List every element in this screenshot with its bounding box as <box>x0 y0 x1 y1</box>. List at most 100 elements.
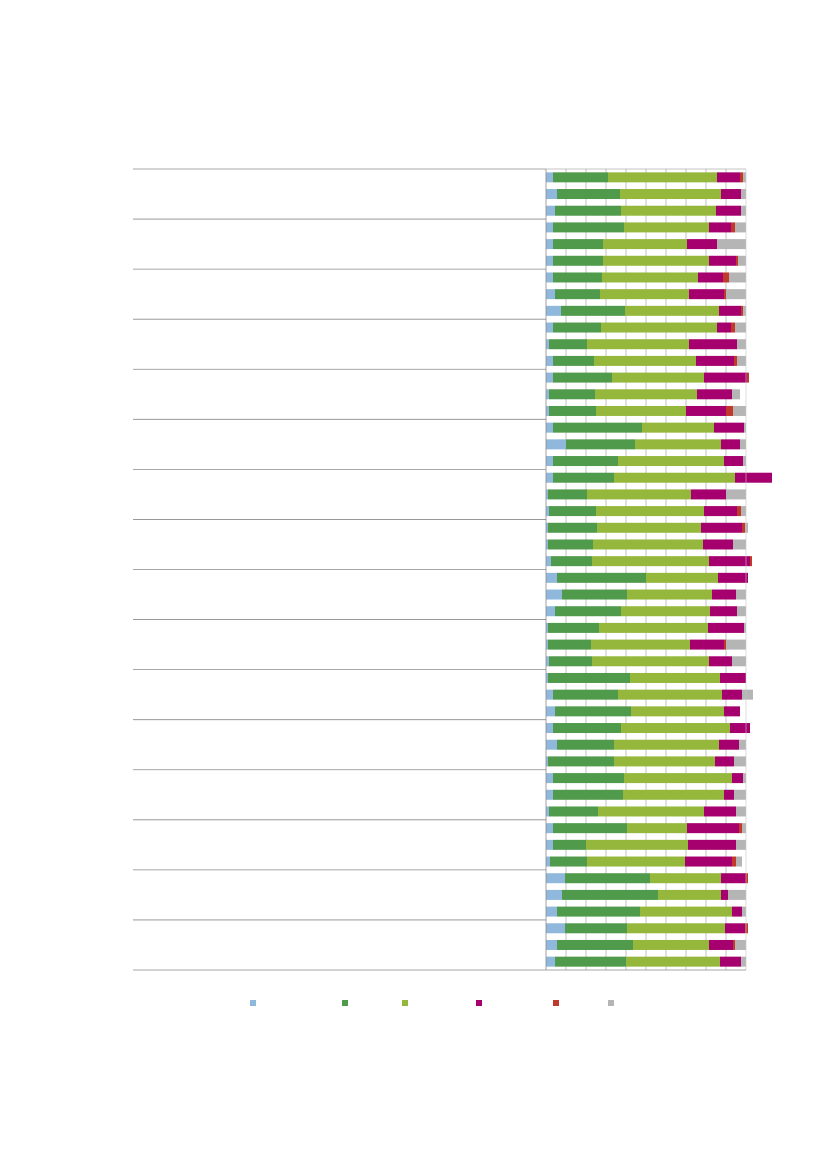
bar-row-29-segment-6 <box>726 639 746 650</box>
bar-row-36-segment-1 <box>546 756 548 767</box>
bar-row-7-segment-1 <box>546 272 553 283</box>
bar-row-9-segment-4 <box>719 305 741 316</box>
bar-row-15-segment-4 <box>686 405 726 416</box>
bar-row-8-segment-6 <box>726 289 746 300</box>
bar-row-24-segment-4 <box>709 556 750 567</box>
bar-row-21-segment-2 <box>549 506 596 517</box>
bar-row-22-segment-5 <box>742 522 745 533</box>
bar-row-27-segment-2 <box>555 606 621 617</box>
bar-row-2-segment-2 <box>557 189 620 200</box>
bar-row-25-segment-1 <box>546 572 557 583</box>
bar-row-28-segment-3 <box>599 622 708 633</box>
bar-row-10-segment-3 <box>601 322 717 333</box>
bar-row-41-segment-6 <box>736 839 746 850</box>
legend-swatch-1 <box>250 1000 256 1006</box>
bar-row-41-segment-2 <box>553 839 586 850</box>
bar-row-31-segment-2 <box>548 672 630 683</box>
bar-row-33-segment-3 <box>631 706 724 717</box>
bar-row-20-segment-3 <box>587 489 691 500</box>
bar-row-21-segment-3 <box>596 506 704 517</box>
bar-row-18-segment-4 <box>724 456 743 467</box>
bar-row-41-segment-1 <box>546 839 553 850</box>
bar-row-31-segment-4 <box>720 672 746 683</box>
bar-row-11-segment-1 <box>546 339 549 350</box>
bar-row-23-segment-4 <box>703 539 733 550</box>
bar-row-42-segment-5 <box>732 856 736 867</box>
bar-row-6-segment-2 <box>553 255 603 266</box>
bar-row-24-segment-1 <box>546 556 551 567</box>
bar-row-9-segment-3 <box>625 305 719 316</box>
bar-row-19-segment-1 <box>546 472 553 483</box>
bar-row-28-segment-4 <box>708 622 744 633</box>
bar-row-15-segment-2 <box>549 405 596 416</box>
bar-row-45-segment-3 <box>640 906 732 917</box>
bar-row-45-segment-6 <box>742 906 746 917</box>
bar-row-26-segment-1 <box>546 589 562 600</box>
bar-row-40-segment-5 <box>739 823 742 834</box>
bar-row-42-segment-1 <box>546 856 550 867</box>
bar-row-28-segment-1 <box>546 622 548 633</box>
bar-row-3-segment-6 <box>741 205 746 216</box>
bar-row-14-segment-2 <box>549 389 595 400</box>
bar-row-47-segment-1 <box>546 939 557 950</box>
chart-legend <box>250 996 650 1010</box>
bar-row-4-segment-4 <box>709 222 731 233</box>
bar-row-34-segment-2 <box>553 723 621 734</box>
bar-row-46-segment-2 <box>565 923 627 934</box>
bar-row-12-segment-2 <box>553 355 594 366</box>
bar-row-33-segment-1 <box>546 706 555 717</box>
bar-row-31-segment-1 <box>546 672 548 683</box>
bar-row-1-segment-2 <box>553 172 608 183</box>
bar-row-48-segment-4 <box>720 956 741 967</box>
bar-row-3-segment-2 <box>555 205 621 216</box>
bar-row-28-segment-2 <box>548 622 599 633</box>
bar-row-36-segment-2 <box>548 756 614 767</box>
bar-row-47-segment-3 <box>633 939 709 950</box>
bar-row-45-segment-1 <box>546 906 557 917</box>
bar-row-32-segment-1 <box>546 689 553 700</box>
bar-row-35-segment-6 <box>739 739 746 750</box>
bar-row-39-segment-6 <box>736 806 746 817</box>
bar-row-21-segment-1 <box>546 506 549 517</box>
bar-row-35-segment-3 <box>614 739 719 750</box>
bar-row-5-segment-2 <box>553 239 603 250</box>
bar-row-32-segment-6 <box>742 689 753 700</box>
bar-row-44-segment-3 <box>658 889 721 900</box>
bar-row-9-segment-5 <box>741 305 743 316</box>
bar-row-26-segment-3 <box>627 589 712 600</box>
bar-row-2-segment-4 <box>721 189 741 200</box>
bar-row-10-segment-5 <box>731 322 735 333</box>
bar-row-40-segment-6 <box>742 823 746 834</box>
bar-row-16-segment-2 <box>553 422 642 433</box>
bar-row-22-segment-4 <box>701 522 742 533</box>
bar-row-40-segment-2 <box>553 823 627 834</box>
bar-row-4-segment-2 <box>553 222 624 233</box>
bar-row-22-segment-1 <box>546 522 548 533</box>
bar-row-40-segment-4 <box>687 823 739 834</box>
bar-row-42-segment-3 <box>587 856 685 867</box>
bar-row-11-segment-6 <box>737 339 746 350</box>
bar-row-17-segment-2 <box>566 439 635 450</box>
bar-row-35-segment-1 <box>546 739 557 750</box>
bar-row-22-segment-6 <box>745 522 748 533</box>
bar-row-16-segment-6 <box>744 422 746 433</box>
bar-row-46-segment-1 <box>546 923 565 934</box>
bar-row-29-segment-4 <box>690 639 724 650</box>
bar-row-46-segment-5 <box>745 923 748 934</box>
bar-row-33-segment-4 <box>724 706 740 717</box>
bar-row-7-segment-4 <box>698 272 723 283</box>
bar-row-29-segment-1 <box>546 639 548 650</box>
bar-row-8-segment-5 <box>724 289 726 300</box>
bar-row-21-segment-4 <box>704 506 737 517</box>
bar-row-27-segment-3 <box>621 606 710 617</box>
bar-row-13-segment-1 <box>546 372 553 383</box>
bar-row-23-segment-6 <box>733 539 746 550</box>
bar-row-36-segment-3 <box>614 756 715 767</box>
bar-row-37-segment-2 <box>553 773 624 784</box>
bar-row-18-segment-6 <box>743 456 746 467</box>
bar-row-20-segment-2 <box>548 489 587 500</box>
bar-row-13-segment-5 <box>747 372 749 383</box>
bar-row-6-segment-5 <box>736 255 738 266</box>
bar-row-2-segment-3 <box>620 189 721 200</box>
